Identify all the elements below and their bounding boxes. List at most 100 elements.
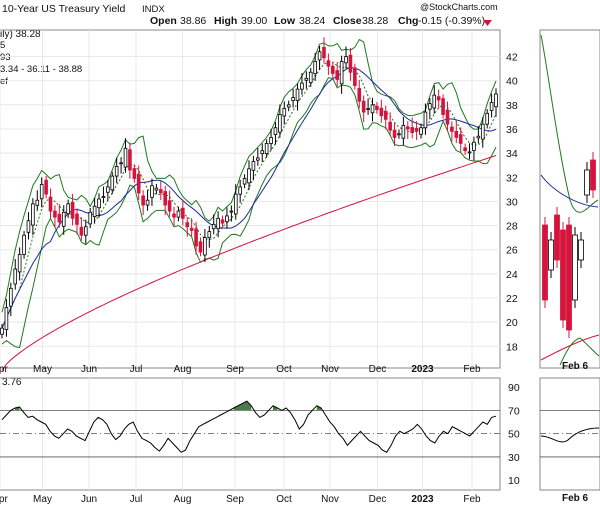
candle-body: [101, 196, 106, 198]
price-x-tick-label: Oct: [276, 364, 292, 375]
price-x-tick-label: Apr: [0, 364, 8, 375]
candle-body: [9, 287, 13, 307]
candle-body: [216, 217, 220, 230]
candle-body: [31, 203, 35, 226]
inset-rsi-line: [540, 427, 600, 443]
candle-body: [445, 109, 450, 125]
candle-body: [238, 186, 242, 195]
candle-body: [414, 127, 419, 132]
rsi-overbought-fill: [233, 401, 252, 411]
price-y-tick-label: 42: [506, 52, 518, 64]
candle-body: [242, 178, 247, 185]
price-overlays: [1, 38, 497, 371]
candle-body: [211, 223, 216, 230]
rsi-x-tick-label: Apr: [0, 494, 8, 505]
candle-body: [432, 94, 437, 109]
candle-body: [233, 193, 238, 215]
candle-body: [260, 150, 265, 155]
rsi-line: [1, 400, 497, 453]
bollinger-lower-line: [1, 77, 497, 349]
inset-candle-body: [548, 239, 554, 271]
open-value: 38.86: [180, 15, 206, 27]
price-y-tick-label: 20: [506, 317, 518, 329]
candle-body: [476, 135, 481, 139]
inset-content: [540, 34, 600, 458]
candle-body: [397, 133, 401, 136]
inset-candle-body: [584, 169, 590, 196]
candle-body: [26, 220, 31, 233]
inset-bollinger-lower: [559, 337, 600, 366]
price-x-tick-label: Dec: [369, 364, 387, 375]
candle-body: [357, 88, 362, 102]
price-y-tick-label: 26: [506, 245, 518, 257]
candle-body: [176, 210, 181, 218]
candle-body: [189, 227, 194, 231]
inset-panel: Feb 6 Feb 6: [539, 29, 600, 504]
inset-candle-body: [542, 224, 548, 301]
price-y-tick-label: 30: [506, 196, 518, 208]
candle-body: [410, 127, 414, 134]
price-candles: [0, 37, 498, 339]
price-x-tick-label: Jun: [81, 364, 97, 375]
candle-body: [308, 71, 313, 84]
inset-bollinger-upper: [540, 34, 599, 213]
ma50-line: [1, 67, 497, 329]
candle-body: [472, 141, 476, 151]
candle-body: [379, 107, 384, 117]
candle-body: [278, 114, 282, 133]
exchange-label: INDX: [142, 4, 165, 15]
rsi-x-tick-label: 2023: [411, 494, 434, 505]
down-arrow-icon: [483, 20, 492, 26]
rsi-panel: 10 30 50 70 90 Apr May Jun Jul Aug Sep Oct Nov Dec 20…: [0, 377, 520, 505]
price-x-tick-label: Nov: [321, 364, 339, 375]
candle-body: [203, 237, 207, 256]
rsi-x-tick-label: Feb: [463, 494, 481, 505]
candle-body: [220, 219, 225, 224]
candle-body: [344, 56, 348, 64]
inset-ma50: [540, 174, 599, 208]
candle-body: [106, 186, 110, 193]
candle-body: [251, 161, 256, 171]
rsi-overbought-fill: [273, 405, 278, 411]
inset-candle-body: [572, 234, 578, 301]
price-y-tick-label: 24: [506, 269, 518, 281]
price-y-tick-label: 34: [506, 148, 518, 160]
candle-body: [172, 213, 176, 218]
rsi-x-tick-label: Oct: [276, 494, 292, 505]
bollinger-upper-line: [1, 38, 497, 313]
candle-body: [13, 268, 18, 285]
candle-body: [401, 124, 406, 139]
rsi-grid: [0, 378, 473, 490]
bollinger-legend-fragment: 3.34 - 36.11 - 38.88: [0, 64, 82, 75]
candle-body: [114, 166, 119, 177]
inset-candle-body: [566, 224, 572, 331]
ma20-dotted-line: [1, 61, 497, 329]
daily-close-fragment: ily) 38.28: [0, 29, 41, 40]
price-x-axis: Apr May Jun Jul Aug Sep Oct Nov Dec 2023 Feb: [0, 364, 481, 375]
candle-body: [110, 175, 115, 191]
candle-body: [295, 88, 300, 101]
price-y-tick-label: 18: [506, 341, 518, 353]
candle-body: [207, 231, 212, 239]
copyright-label: @StockCharts.com: [420, 2, 498, 12]
candle-body: [225, 215, 229, 223]
price-x-tick-label: Feb: [463, 364, 481, 375]
candle-body: [0, 327, 4, 335]
close-label: Close: [333, 15, 362, 27]
high-label: High: [214, 15, 237, 27]
candle-body: [61, 211, 66, 227]
candle-body: [326, 60, 331, 67]
chg-value: -0.15 (-0.39%): [418, 15, 485, 27]
candle-body: [17, 254, 22, 273]
candle-body: [322, 46, 326, 59]
rsi-x-tick-label: Dec: [369, 494, 387, 505]
candle-body: [167, 200, 172, 212]
inset-candle-body: [554, 214, 560, 261]
candle-body: [79, 226, 84, 236]
inset-candle-body: [578, 239, 584, 261]
candle-body: [480, 123, 485, 140]
candle-body: [88, 211, 93, 225]
candle-body: [269, 137, 273, 144]
rsi-x-tick-label: Jun: [81, 494, 97, 505]
